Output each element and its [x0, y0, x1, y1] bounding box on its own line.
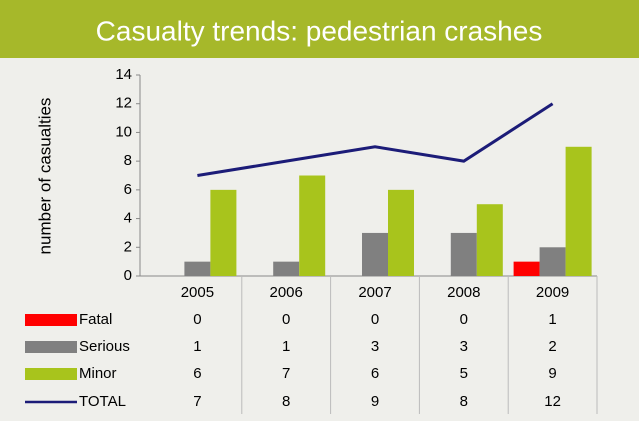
y-tick-label: 10 — [115, 123, 132, 140]
legend-swatch — [25, 314, 77, 326]
table-value: 3 — [371, 338, 379, 355]
legend-label: Minor — [79, 365, 117, 382]
y-tick-label: 14 — [115, 66, 132, 83]
table-value: 7 — [193, 393, 201, 410]
table-value: 3 — [460, 338, 468, 355]
y-tick-label: 4 — [124, 210, 132, 227]
table-value: 8 — [282, 393, 290, 410]
bar — [362, 232, 388, 276]
x-tick-label: 2007 — [358, 284, 391, 301]
x-tick-label: 2005 — [181, 284, 214, 301]
table-value: 1 — [548, 311, 556, 328]
legend-label: Serious — [79, 338, 130, 355]
y-tick-label: 8 — [124, 152, 132, 169]
title-banner — [0, 0, 639, 58]
table-value: 12 — [544, 393, 561, 410]
bar — [565, 146, 592, 276]
table-value: 2 — [548, 338, 556, 355]
bar — [273, 261, 300, 276]
table-value: 7 — [282, 365, 290, 382]
y-tick-label: 6 — [124, 181, 132, 198]
total-line — [197, 102, 554, 177]
bar — [210, 189, 237, 276]
y-tick-label: 2 — [124, 238, 132, 255]
table-value: 9 — [548, 365, 556, 382]
legend-label: TOTAL — [79, 393, 126, 410]
bar — [539, 247, 566, 276]
x-tick-label: 2008 — [447, 284, 480, 301]
table-value: 8 — [460, 393, 468, 410]
y-axis-label: number of casualties — [35, 98, 54, 255]
table-value: 5 — [460, 365, 468, 382]
y-tick-label: 12 — [115, 95, 132, 112]
legend-label: Fatal — [79, 311, 112, 328]
x-tick-label: 2006 — [270, 284, 303, 301]
table-value: 0 — [460, 311, 468, 328]
y-tick-label: 0 — [124, 267, 132, 284]
table-value: 0 — [193, 311, 201, 328]
bar — [299, 175, 326, 276]
bar — [513, 261, 540, 276]
bar — [184, 261, 211, 276]
table-value: 6 — [371, 365, 379, 382]
bar — [388, 189, 414, 276]
table-value: 9 — [371, 393, 379, 410]
table-value: 0 — [371, 311, 379, 328]
legend-swatch — [25, 368, 77, 380]
table-value: 0 — [282, 311, 290, 328]
bar — [476, 204, 503, 276]
x-tick-label: 2009 — [536, 284, 569, 301]
table-value: 1 — [193, 338, 201, 355]
legend-swatch — [25, 341, 77, 353]
chart-title: Casualty trends: pedestrian crashes — [96, 15, 543, 46]
table-value: 6 — [193, 365, 201, 382]
bar — [450, 232, 477, 276]
table-value: 1 — [282, 338, 290, 355]
